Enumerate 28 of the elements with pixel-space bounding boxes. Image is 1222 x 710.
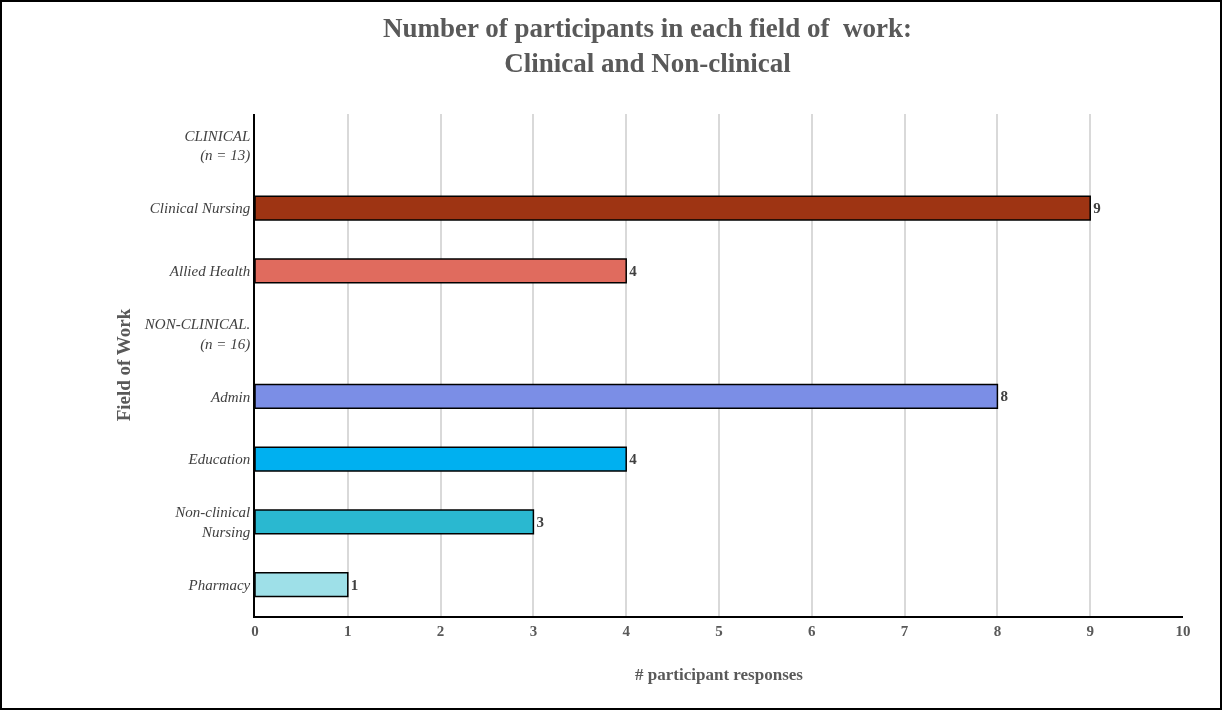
x-tick-label: 5 [715, 622, 723, 639]
x-tick-label: 7 [900, 622, 909, 639]
chart-title: Number of participants in each field of work: Clinical and Non-clinical [383, 13, 913, 79]
data-label: 3 [536, 513, 544, 530]
y-tick-label: Pharmacy [187, 576, 251, 593]
y-tick-label: Education [187, 451, 251, 468]
x-axis-title: # participant responses [635, 664, 804, 684]
data-label: 1 [350, 576, 359, 593]
x-tick-label: 8 [993, 622, 1002, 639]
x-tick-label: 6 [808, 622, 817, 639]
data-label: 9 [1093, 200, 1101, 217]
y-tick-label: Admin [210, 388, 251, 405]
x-tick-label: 10 [1175, 622, 1191, 639]
data-label: 8 [1000, 388, 1008, 405]
x-tick-label: 2 [436, 622, 445, 639]
y-tick-label: Non-clinical Nursing [174, 504, 251, 540]
x-tick-label: 3 [529, 622, 538, 639]
x-tick-label: 1 [344, 622, 352, 639]
data-label: 4 [629, 262, 638, 279]
x-tick-label: 0 [251, 622, 259, 639]
y-tick-label: NON-CLINICAL. (n = 16) [143, 316, 251, 353]
y-tick-label: Allied Health [168, 263, 251, 280]
y-tick-label: Clinical Nursing [149, 200, 251, 217]
y-tick-label: CLINICAL (n = 13) [184, 127, 251, 165]
x-tick-label: 4 [622, 622, 631, 639]
data-label: 4 [629, 451, 638, 468]
y-axis-title: Field of Work [113, 308, 135, 422]
x-tick-label: 9 [1086, 622, 1094, 639]
